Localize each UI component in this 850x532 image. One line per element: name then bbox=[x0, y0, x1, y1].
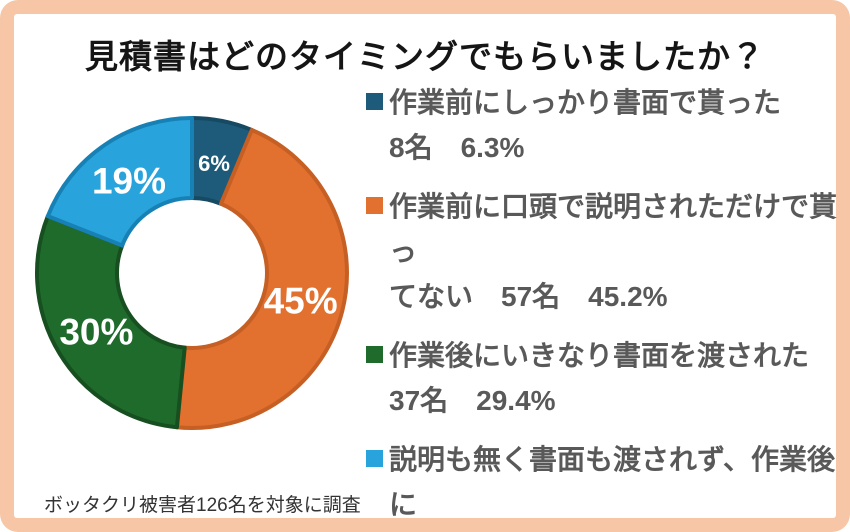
chart-card: 見積書はどのタイミングでもらいましたか？ 6% 45% 30% 19% 作業前にしっか… bbox=[14, 14, 837, 520]
legend-label: 作業前にしっかり書面で貰った 8名 6.3% bbox=[389, 87, 782, 164]
donut-segment-2 bbox=[35, 214, 187, 430]
legend-marker-icon bbox=[366, 449, 383, 467]
slice-label-0: 6% bbox=[198, 151, 230, 176]
slice-label-2: 30% bbox=[59, 312, 133, 353]
source-note: ボッタクリ被害者126名を対象に調査 bbox=[44, 495, 361, 516]
donut-segment-3 bbox=[45, 116, 194, 248]
slice-label-3: 19% bbox=[92, 161, 166, 202]
chart-legend: 作業前にしっかり書面で貰った 8名 6.3% 作業前に口頭で説明されただけで貰っ てな… bbox=[366, 80, 844, 532]
legend-marker-icon bbox=[366, 93, 383, 110]
legend-marker-icon bbox=[366, 345, 383, 363]
legend-label: 作業後にいきなり書面を渡された 37名 29.4% bbox=[389, 339, 810, 417]
legend-item-0: 作業前にしっかり書面で貰った 8名 6.3% bbox=[366, 80, 844, 171]
legend-marker-icon bbox=[366, 196, 383, 214]
legend-item-1: 作業前に口頭で説明されただけで貰っ てない 57名 45.2% bbox=[366, 184, 844, 320]
legend-label: 作業前に口頭で説明されただけで貰っ てない 57名 45.2% bbox=[389, 190, 838, 313]
legend-label: 説明も無く書面も渡されず、作業後に口頭で修理代金を言われた24名 19.0% bbox=[389, 443, 836, 520]
donut-chart: 6% 45% 30% 19% bbox=[22, 105, 362, 445]
chart-title: 見積書はどのタイミングでもらいましたか？ bbox=[85, 38, 765, 75]
slice-label-1: 45% bbox=[264, 281, 338, 322]
legend-item-3: 説明も無く書面も渡されず、作業後に口頭で修理代金を言われた24名 19.0% bbox=[366, 437, 844, 532]
legend-item-2: 作業後にいきなり書面を渡された 37名 29.4% bbox=[366, 333, 844, 424]
donut-segment-1 bbox=[174, 128, 349, 430]
donut-chart-svg: 6% 45% 30% 19% bbox=[35, 116, 349, 430]
